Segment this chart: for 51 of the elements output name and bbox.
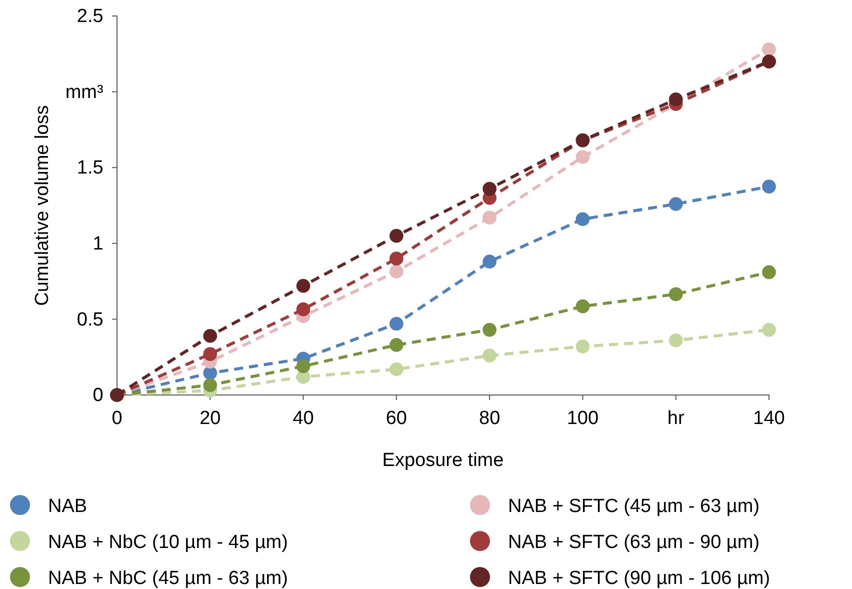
point (482, 210, 496, 225)
x-tick-label: 140 (753, 408, 785, 429)
point (482, 254, 496, 268)
x-tick-label: 20 (200, 408, 221, 429)
point (762, 322, 776, 337)
point (668, 334, 683, 348)
legend-label: NAB + SFTC (63 µm - 90 µm) (508, 532, 760, 553)
legend-label: NAB + NbC (45 µm - 63 µm) (48, 568, 288, 589)
x-tick-label: 0 (112, 408, 122, 429)
point (482, 322, 496, 337)
point (203, 378, 218, 392)
point (390, 316, 404, 331)
point (390, 338, 404, 352)
point (390, 228, 404, 243)
point (296, 278, 310, 293)
legend-label: NAB + NbC (10 µm - 45 µm) (48, 532, 288, 553)
legend-label: NAB + SFTC (90 µm - 106 µm) (508, 568, 770, 589)
x-axis-title: Exposure time (382, 450, 504, 471)
point (762, 42, 776, 56)
point (762, 265, 776, 280)
x-tick-label: 40 (292, 408, 314, 429)
point (390, 362, 404, 376)
point (296, 359, 310, 374)
point (203, 347, 218, 361)
point (576, 299, 590, 314)
x-tick-label: 60 (386, 408, 407, 429)
point (668, 92, 683, 106)
point (576, 212, 590, 226)
legend-label: NAB (48, 496, 88, 517)
point (296, 302, 310, 316)
point (762, 180, 776, 194)
point (668, 197, 683, 211)
y-tick-label: 0 (92, 385, 104, 406)
y-tick-label: 1.5 (76, 158, 104, 179)
point (390, 264, 404, 278)
x-tick-label: hr (667, 408, 685, 429)
point (482, 348, 496, 362)
point (668, 287, 683, 302)
y-axis-title: Cumulative volume loss (32, 105, 53, 306)
point (390, 252, 404, 266)
y-tick-label: 1 (92, 233, 104, 254)
x-tick-label: 100 (566, 408, 599, 429)
y-tick-label: 2.5 (76, 6, 104, 28)
point (203, 328, 218, 343)
x-tick-label: 80 (479, 408, 500, 429)
legend-label: NAB + SFTC (45 µm - 63 µm) (508, 496, 760, 517)
point (576, 150, 590, 164)
y-tick-label: mm³ (65, 82, 104, 103)
point (576, 340, 590, 354)
point (482, 182, 496, 196)
y-tick-label: 0.5 (76, 309, 104, 330)
